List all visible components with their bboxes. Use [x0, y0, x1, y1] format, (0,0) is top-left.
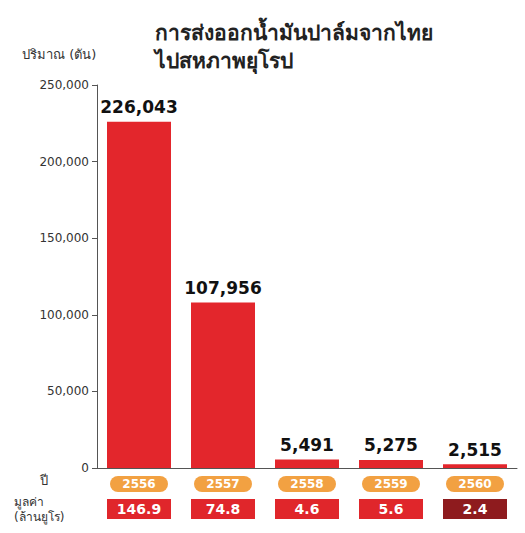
- svg-text:200,000: 200,000: [39, 155, 89, 169]
- svg-text:5.6: 5.6: [379, 501, 404, 517]
- svg-text:2.4: 2.4: [463, 501, 488, 517]
- svg-text:0: 0: [81, 461, 89, 475]
- svg-text:2558: 2558: [290, 477, 323, 491]
- svg-text:(ล้านยูโร): (ล้านยูโร): [14, 510, 64, 525]
- svg-text:226,043: 226,043: [100, 97, 177, 117]
- svg-text:ไปสหภาพยุโรป: ไปสหภาพยุโรป: [153, 48, 293, 75]
- svg-text:มูลค่า: มูลค่า: [14, 495, 44, 510]
- svg-text:2556: 2556: [122, 477, 155, 491]
- svg-text:2557: 2557: [206, 477, 239, 491]
- svg-text:100,000: 100,000: [39, 308, 89, 322]
- svg-text:5,275: 5,275: [364, 435, 418, 455]
- svg-text:250,000: 250,000: [39, 78, 89, 92]
- svg-text:2560: 2560: [458, 477, 491, 491]
- svg-text:5,491: 5,491: [280, 435, 334, 455]
- svg-text:2559: 2559: [374, 477, 407, 491]
- svg-text:ปี: ปี: [39, 473, 48, 488]
- svg-text:150,000: 150,000: [39, 231, 89, 245]
- svg-text:2,515: 2,515: [448, 440, 502, 460]
- svg-text:การส่งออกน้ำมันปาล์มจากไทย: การส่งออกน้ำมันปาล์มจากไทย: [155, 17, 433, 45]
- svg-text:74.8: 74.8: [206, 501, 241, 517]
- svg-text:146.9: 146.9: [117, 501, 161, 517]
- svg-text:ปริมาณ (ตัน): ปริมาณ (ตัน): [22, 47, 96, 62]
- svg-text:4.6: 4.6: [295, 501, 320, 517]
- svg-text:50,000: 50,000: [47, 384, 89, 398]
- svg-text:107,956: 107,956: [184, 278, 261, 298]
